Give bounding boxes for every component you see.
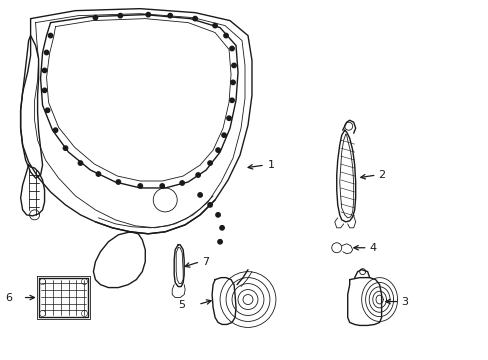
Circle shape — [215, 213, 220, 217]
Text: 6: 6 — [6, 293, 13, 302]
Circle shape — [229, 46, 234, 51]
Circle shape — [212, 23, 217, 28]
Circle shape — [207, 203, 212, 207]
Circle shape — [198, 193, 202, 197]
Circle shape — [229, 98, 234, 103]
Text: 2: 2 — [378, 170, 385, 180]
Circle shape — [168, 13, 172, 18]
Circle shape — [207, 161, 212, 165]
Circle shape — [215, 148, 220, 152]
Circle shape — [45, 108, 50, 112]
Circle shape — [96, 172, 101, 176]
Text: 7: 7 — [202, 257, 209, 267]
Circle shape — [42, 88, 47, 93]
Circle shape — [118, 13, 122, 18]
Circle shape — [218, 239, 222, 244]
Text: 3: 3 — [401, 297, 407, 306]
Circle shape — [48, 33, 53, 38]
Circle shape — [196, 173, 200, 177]
Circle shape — [146, 13, 150, 17]
Circle shape — [116, 180, 121, 184]
Circle shape — [93, 15, 98, 20]
Circle shape — [220, 226, 224, 230]
Circle shape — [44, 50, 49, 55]
Text: 5: 5 — [178, 300, 185, 310]
Circle shape — [222, 133, 226, 138]
Circle shape — [53, 128, 58, 132]
Circle shape — [78, 161, 82, 165]
Text: 4: 4 — [369, 243, 376, 253]
Text: 1: 1 — [267, 160, 274, 170]
Circle shape — [63, 146, 67, 150]
Circle shape — [138, 184, 142, 188]
Circle shape — [230, 80, 235, 85]
Circle shape — [180, 181, 184, 185]
Circle shape — [224, 33, 228, 38]
Circle shape — [42, 68, 47, 73]
Circle shape — [160, 184, 164, 188]
Circle shape — [193, 17, 197, 21]
Circle shape — [226, 116, 231, 121]
Circle shape — [231, 63, 236, 68]
